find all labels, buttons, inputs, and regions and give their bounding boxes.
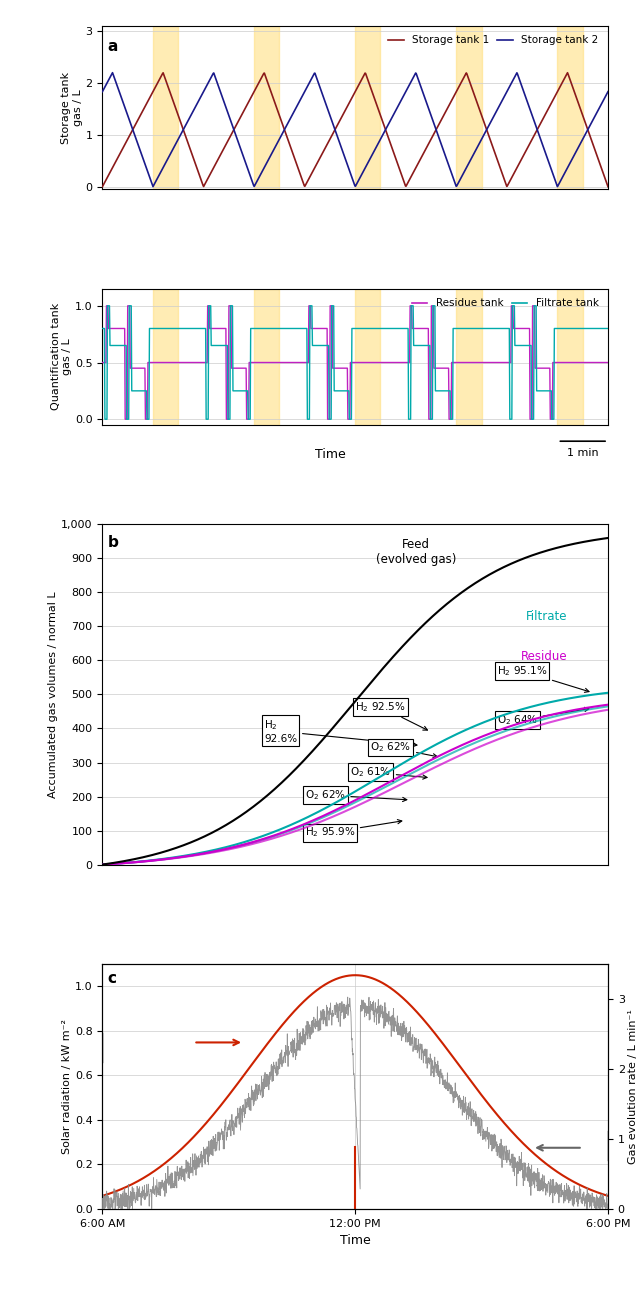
Text: H$_2$ 95.9%: H$_2$ 95.9% — [305, 819, 402, 840]
X-axis label: Time: Time — [340, 1234, 371, 1247]
Y-axis label: Gas evolution rate / L min⁻¹: Gas evolution rate / L min⁻¹ — [628, 1009, 637, 1164]
Text: H$_2$ 95.1%: H$_2$ 95.1% — [497, 664, 589, 693]
Legend: Storage tank 1, Storage tank 2: Storage tank 1, Storage tank 2 — [384, 31, 603, 49]
Text: H$_2$
92.6%: H$_2$ 92.6% — [264, 719, 417, 746]
Bar — [557, 26, 583, 190]
Bar — [254, 26, 280, 190]
Text: Feed
(evolved gas): Feed (evolved gas) — [376, 538, 456, 566]
Text: a: a — [108, 39, 118, 55]
Y-axis label: Storage tank
gas / L: Storage tank gas / L — [61, 72, 83, 144]
Bar — [557, 289, 583, 425]
Text: O$_2$ 64%: O$_2$ 64% — [497, 707, 589, 727]
Y-axis label: Quantification tank
gas / L: Quantification tank gas / L — [51, 303, 72, 411]
Text: 1 min: 1 min — [567, 448, 598, 458]
Bar — [254, 289, 280, 425]
Bar — [355, 26, 380, 190]
Bar — [153, 289, 178, 425]
Text: O$_2$ 62%: O$_2$ 62% — [305, 788, 407, 802]
Y-axis label: Solar radiation / kW m⁻²: Solar radiation / kW m⁻² — [62, 1019, 72, 1154]
Text: Time: Time — [314, 448, 346, 461]
Text: Residue: Residue — [521, 650, 568, 663]
Text: O$_2$ 61%: O$_2$ 61% — [350, 766, 427, 779]
Text: O$_2$ 62%: O$_2$ 62% — [371, 741, 437, 758]
Bar — [355, 289, 380, 425]
Y-axis label: Accumulated gas volumes / normal L: Accumulated gas volumes / normal L — [49, 592, 58, 798]
Bar — [153, 26, 178, 190]
Text: Filtrate: Filtrate — [526, 610, 568, 623]
Legend: Residue tank, Filtrate tank: Residue tank, Filtrate tank — [408, 294, 603, 312]
Bar — [456, 289, 482, 425]
Text: H$_2$ 92.5%: H$_2$ 92.5% — [355, 699, 428, 731]
Text: b: b — [108, 534, 118, 550]
Bar — [456, 26, 482, 190]
Text: c: c — [108, 971, 116, 987]
